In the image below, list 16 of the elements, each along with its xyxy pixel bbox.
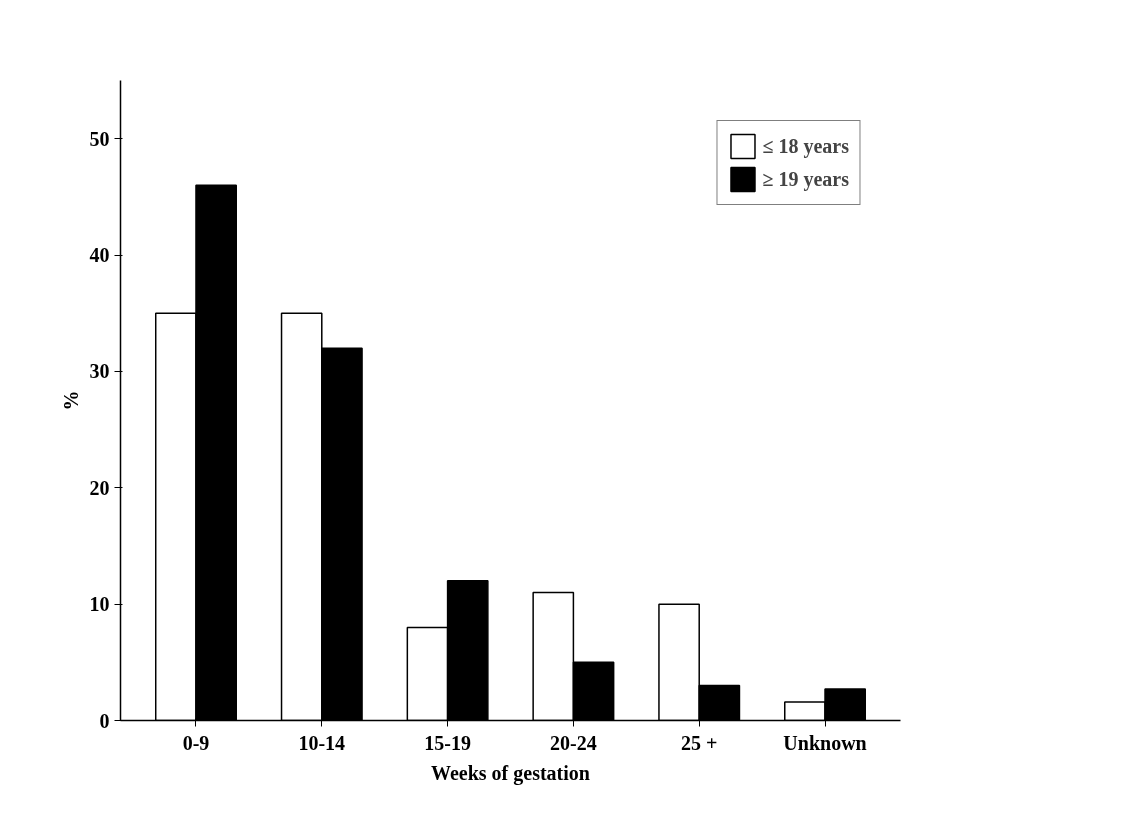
legend-label: ≤ 18 years xyxy=(762,134,849,158)
x-tick-label: 0-9 xyxy=(182,731,210,754)
y-tick-label: 0 xyxy=(99,709,110,732)
legend-label: ≥ 19 years xyxy=(762,167,849,191)
x-axis-title: Weeks of gestation xyxy=(431,761,590,785)
y-axis-title: % xyxy=(59,390,82,411)
x-tick-label: 15-19 xyxy=(424,731,471,754)
x-tick-label: 25 + xyxy=(681,731,718,754)
x-tick-label: 20-24 xyxy=(550,731,597,754)
y-tick-label: 20 xyxy=(89,476,110,499)
x-tick-label: 10-14 xyxy=(298,731,346,754)
y-tick-label: 10 xyxy=(89,593,110,616)
y-tick-label: 30 xyxy=(89,360,110,383)
x-tick-label: Unknown xyxy=(783,731,867,754)
y-tick-label: 40 xyxy=(89,244,110,267)
y-tick-label: 50 xyxy=(89,127,110,150)
